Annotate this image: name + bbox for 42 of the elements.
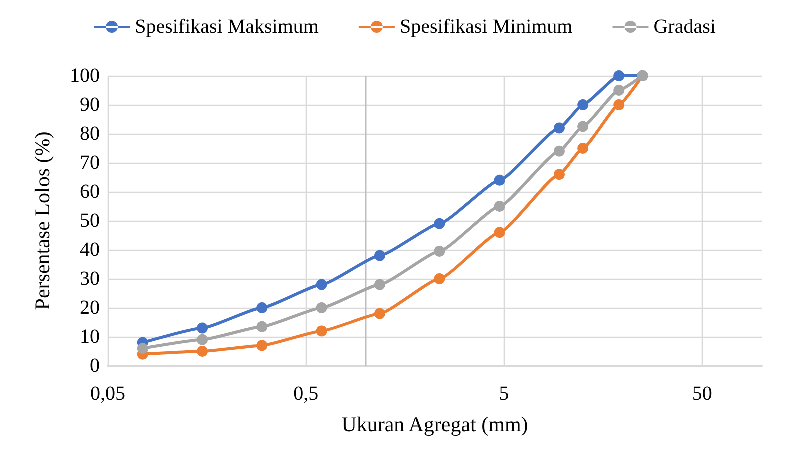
y-tick-label: 60	[80, 181, 100, 203]
x-axis-title: Ukuran Agregat (mm)	[342, 412, 528, 436]
point	[434, 218, 446, 230]
point	[554, 169, 565, 180]
y-tick-label: 30	[80, 268, 100, 290]
point	[316, 302, 328, 314]
legend-label: Spesifikasi Minimum	[400, 16, 574, 38]
legend-label: Spesifikasi Maksimum	[135, 16, 320, 38]
point	[256, 340, 268, 352]
point	[197, 346, 208, 357]
x-tick-label: 0,05	[90, 383, 126, 405]
point	[434, 246, 446, 257]
point	[256, 321, 268, 332]
legend-label: Gradasi	[654, 16, 716, 38]
point	[374, 279, 386, 290]
point	[494, 201, 506, 212]
y-axis-title: Persentase Lolos (%)	[30, 132, 54, 310]
point	[256, 302, 268, 314]
y-tick-label: 20	[80, 297, 100, 319]
point	[197, 322, 208, 334]
point	[316, 279, 328, 290]
y-tick-label: 0	[90, 355, 100, 377]
x-tick-label: 5	[499, 383, 510, 405]
y-tick-label: 40	[80, 239, 100, 261]
x-tick-label: 0,5	[294, 383, 319, 405]
y-tick-label: 70	[80, 152, 100, 174]
point	[197, 334, 208, 346]
y-tick-label: 100	[70, 65, 100, 87]
point	[494, 174, 506, 186]
point	[374, 250, 386, 262]
point	[374, 308, 386, 320]
y-tick-label: 80	[80, 123, 100, 145]
y-tick-label: 10	[80, 326, 100, 348]
point	[316, 326, 328, 337]
point	[494, 227, 506, 238]
x-tick-label: 50	[692, 383, 712, 405]
point	[554, 122, 565, 134]
point	[137, 343, 148, 354]
y-tick-label: 50	[80, 210, 100, 232]
point	[434, 274, 446, 284]
y-tick-label: 90	[80, 94, 100, 116]
point	[554, 146, 565, 157]
